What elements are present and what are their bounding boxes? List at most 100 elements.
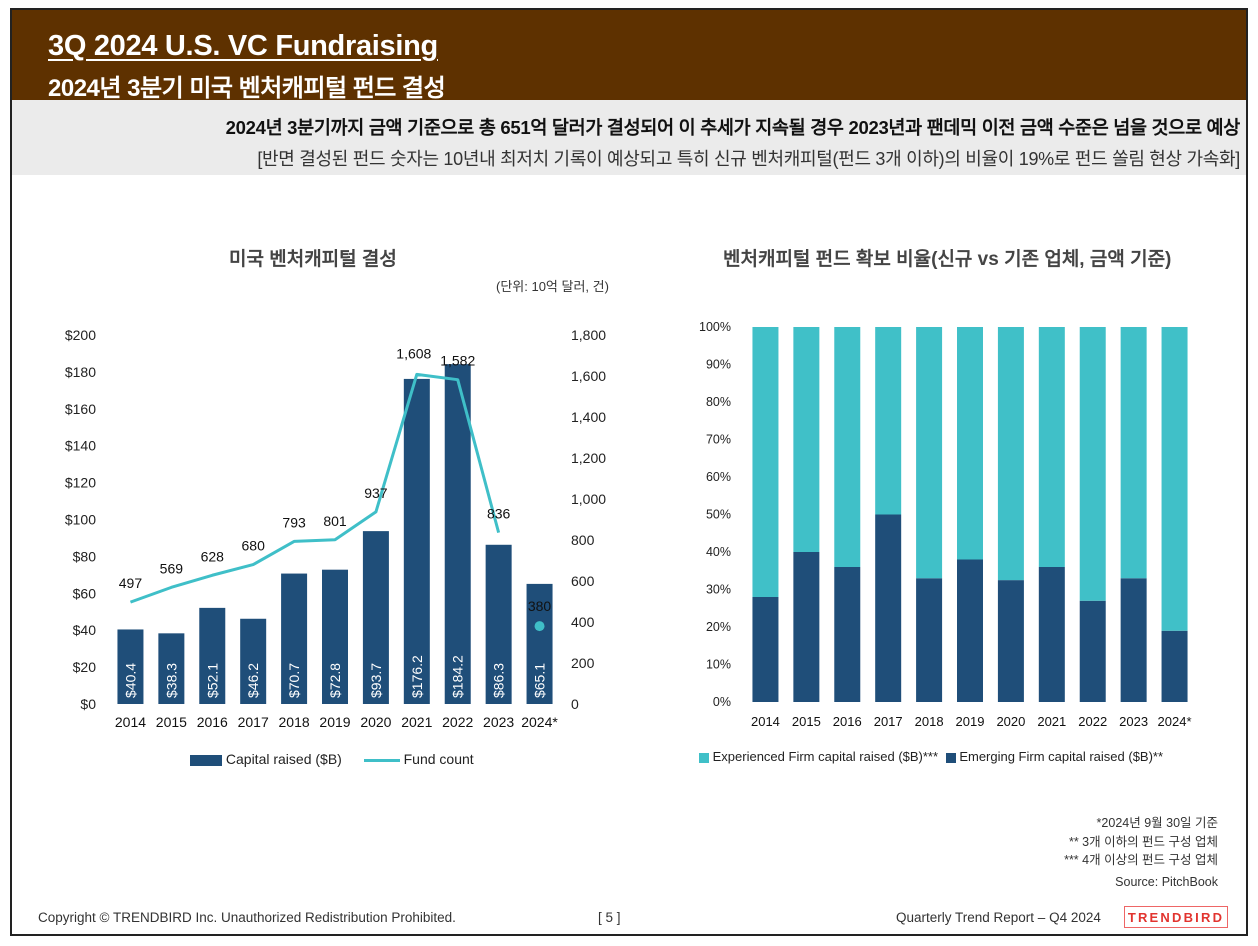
left-axis-tick: $160 <box>65 401 96 417</box>
percent-axis-tick: 100% <box>699 320 731 334</box>
brand-logo: TRENDBIRD <box>1124 906 1228 928</box>
footnote-emerging: ** 3개 이하의 펀드 구성 업체 <box>1068 834 1218 849</box>
capital-bar <box>526 583 553 704</box>
experienced-bar <box>793 327 820 552</box>
summary-line-2: [반면 결성된 펀드 숫자는 10년내 최저치 기록이 예상되고 특히 신규 벤… <box>257 149 1240 169</box>
x-axis-tick: 2014 <box>751 714 780 729</box>
x-axis-tick: 2017 <box>238 714 269 730</box>
left-axis-tick: $180 <box>65 364 96 380</box>
fund-count-label: 793 <box>282 514 306 530</box>
capital-bar-label: $184.2 <box>450 655 466 698</box>
page-frame <box>10 8 1248 936</box>
emerging-bar <box>1161 630 1188 702</box>
left-axis-tick: $60 <box>73 585 97 601</box>
right-axis-tick: 600 <box>571 573 595 589</box>
x-axis-tick: 2016 <box>197 714 228 730</box>
experienced-bar <box>1079 327 1106 601</box>
x-axis-tick: 2022 <box>442 714 473 730</box>
percent-axis-tick: 60% <box>706 470 731 484</box>
page-number: [ 5 ] <box>598 910 621 925</box>
capital-bar-label: $52.1 <box>204 663 220 698</box>
legend-line-swatch <box>363 758 400 762</box>
right-axis-tick: 1,200 <box>571 450 606 466</box>
legend-line-label: Fund count <box>403 751 474 767</box>
x-axis-tick: 2021 <box>1037 714 1066 729</box>
legend-bar-swatch <box>190 754 222 766</box>
right-axis-tick: 1,600 <box>571 368 606 384</box>
fund-count-label: 628 <box>201 548 225 564</box>
source-note: Source: PitchBook <box>1115 874 1218 889</box>
experienced-bar <box>875 327 902 515</box>
x-axis-tick: 2020 <box>996 714 1025 729</box>
x-axis-tick: 2020 <box>360 714 391 730</box>
x-axis-tick: 2018 <box>279 714 310 730</box>
capital-bar <box>403 378 430 704</box>
fund-count-label: 1,608 <box>396 345 431 361</box>
firm-share-chart: 0% 10% 20% 30% 40% 50% 60% 70% 80% 90% 100% 2014 201… <box>699 320 1192 729</box>
experienced-bar <box>957 327 983 560</box>
emerging-bar <box>916 578 943 702</box>
capital-bar-label: $70.7 <box>286 663 302 698</box>
emerging-bar <box>875 514 902 702</box>
summary-line-1: 2024년 3분기까지 금액 기준으로 총 651억 달러가 결성되어 이 추세… <box>225 117 1241 138</box>
experienced-bar <box>916 327 943 579</box>
capital-bar-label: $93.7 <box>368 663 384 698</box>
percent-axis-tick: 20% <box>706 620 731 634</box>
emerging-bar <box>997 580 1024 702</box>
capital-bar-label: $38.3 <box>163 663 179 698</box>
footnote-date: *2024년 9월 30일 기준 <box>1096 816 1218 830</box>
capital-bar-label: $176.2 <box>409 655 425 698</box>
footnotes: *2024년 9월 30일 기준 ** 3개 이하의 펀드 구성 업체 *** … <box>1064 814 1218 891</box>
left-axis-tick: $20 <box>73 659 97 675</box>
x-axis-tick: 2018 <box>915 714 944 729</box>
right-axis-tick: 200 <box>571 655 595 671</box>
emerging-bar <box>1120 578 1147 702</box>
x-axis-tick: 2019 <box>319 714 350 730</box>
emerging-bar <box>752 597 779 702</box>
capital-bar <box>117 629 144 704</box>
legend-emerging-swatch <box>945 752 956 763</box>
fund-count-label: 937 <box>364 485 388 501</box>
right-chart-title: 벤처캐피털 펀드 확보 비율(신규 vs 기존 업체, 금액 기준) <box>723 249 1172 270</box>
fund-count-point-2024 <box>534 621 545 632</box>
right-axis-tick: 400 <box>571 614 595 630</box>
x-axis-tick: 2023 <box>483 714 514 730</box>
left-chart-unit: (단위: 10억 달러, 건) <box>496 279 609 294</box>
emerging-bar <box>957 559 983 702</box>
right-axis-tick: 0 <box>571 696 579 712</box>
x-axis-tick: 2017 <box>874 714 903 729</box>
left-axis-tick: $40 <box>73 622 97 638</box>
capital-bar <box>322 569 348 704</box>
legend-experienced-swatch <box>699 752 709 763</box>
capital-bar <box>444 364 471 704</box>
percent-axis-tick: 70% <box>706 433 731 447</box>
capital-bar-label: $40.4 <box>122 663 138 698</box>
fund-count-label: 801 <box>323 513 347 529</box>
x-axis-tick: 2021 <box>401 714 432 730</box>
fund-count-label: 680 <box>242 538 266 554</box>
capital-bar <box>158 633 185 704</box>
fund-count-line <box>129 372 501 604</box>
capital-fundcount-chart: $0$20$40$60$80$100$120$140$160$180$20002… <box>65 327 606 730</box>
x-axis-tick: 2014 <box>115 714 146 730</box>
left-legend: Capital raised ($B) Fund count <box>190 751 474 767</box>
legend-experienced-label: Experienced Firm capital raised ($B)*** <box>712 749 939 764</box>
x-axis-tick: 2022 <box>1078 714 1107 729</box>
capital-bar-label: $72.8 <box>327 663 343 698</box>
capital-bar-label: $65.1 <box>532 663 548 698</box>
percent-axis-tick: 50% <box>706 508 731 522</box>
capital-bar <box>485 544 512 704</box>
left-axis-tick: $80 <box>73 548 97 564</box>
left-axis-tick: $120 <box>65 475 96 491</box>
right-axis-tick: 1,000 <box>571 491 606 507</box>
percent-axis-tick: 10% <box>706 658 731 672</box>
percent-axis-tick: 0% <box>713 695 731 709</box>
experienced-bar <box>1161 327 1188 631</box>
fund-count-label: 836 <box>487 506 511 522</box>
x-axis-tick: 2019 <box>956 714 985 729</box>
experienced-bar <box>834 327 861 567</box>
experienced-bar <box>997 327 1024 581</box>
right-axis-tick: 1,400 <box>571 409 606 425</box>
experienced-bar <box>1038 327 1065 567</box>
x-axis-tick: 2024* <box>1158 714 1192 729</box>
